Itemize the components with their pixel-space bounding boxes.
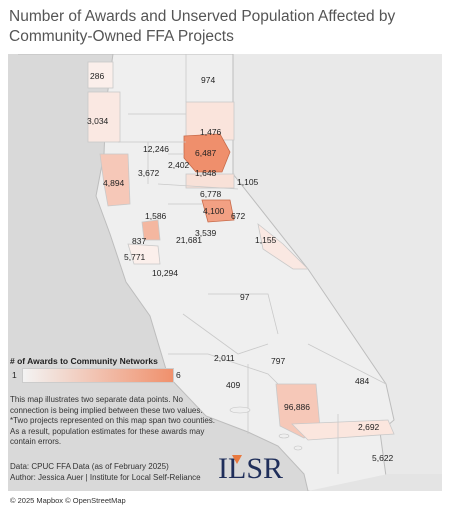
county-label-409: 409 [226,380,240,390]
county-label-2011: 2,011 [214,353,235,363]
ilsr-logo-text: ILSR [218,452,283,485]
county-label-6778: 6,778 [200,189,222,199]
county-shape-1586 [141,219,161,241]
county-label-484: 484 [355,376,369,386]
county-label-21681: 21,681 [176,235,202,245]
county-label-1105: 1,105 [237,177,259,187]
county-shape-10294 [127,243,161,265]
county-labels: 286 974 3,034 1,476 12,246 6,487 3,672 2… [87,71,394,463]
county-label-96886: 96,886 [284,402,310,412]
county-label-10294: 10,294 [152,268,178,278]
county-label-3539: 3,539 [195,228,217,238]
county-label-672: 672 [231,211,245,221]
legend-title: # of Awards to Community Networks [10,356,158,366]
map-credit: © 2025 Mapbox © OpenStreetMap [10,496,126,505]
county-boundaries [118,54,387,474]
county-label-797: 797 [271,356,285,366]
county-label-1155: 1,155 [255,235,277,245]
county-label-1648: 1,648 [195,168,217,178]
county-label-1476: 1,476 [200,127,222,137]
county-label-97: 97 [240,292,250,302]
county-shapes [87,61,395,441]
neighbor-land [233,54,442,491]
county-shape-2692 [291,419,395,441]
county-shape-6487 [183,133,231,173]
author-credit: Author: Jessica Auer | Institute for Loc… [10,472,201,482]
county-shape-286 [87,61,114,89]
county-shape-1648 [185,173,235,189]
county-label-3034: 3,034 [87,116,109,126]
map-note: This map illustrates two separate data p… [10,395,215,446]
county-shape-4894 [99,153,131,207]
county-shape-3034 [87,91,121,143]
county-label-974: 974 [201,75,215,85]
county-label-12246: 12,246 [143,144,169,154]
county-label-2402: 2,402 [168,160,190,170]
county-label-5622: 5,622 [372,453,394,463]
california-map[interactable]: 286 974 3,034 1,476 12,246 6,487 3,672 2… [8,54,442,491]
data-source: Data: CPUC FFA Data (as of February 2025… [10,462,169,471]
county-label-837: 837 [132,236,146,246]
map-title: Number of Awards and Unserved Population… [9,8,396,45]
legend-color-ramp [22,368,174,383]
county-label-5771: 5,771 [124,252,146,262]
county-label-3672: 3,672 [138,168,160,178]
county-shape-4100 [201,199,235,223]
county-shape-1155 [257,223,309,270]
channel-islands [229,406,303,451]
legend-max-value: 6 [176,370,181,380]
county-label-1586: 1,586 [145,211,167,221]
county-label-286: 286 [90,71,104,81]
source-block: Data: CPUC FFA Data (as of February 2025… [10,462,270,483]
county-label-2692: 2,692 [358,422,380,432]
county-label-4100: 4,100 [203,206,225,216]
ilsr-logo: ILSR [216,449,296,485]
county-shape-1476 [185,101,235,141]
legend-min-value: 1 [12,370,17,380]
county-label-6487: 6,487 [195,148,217,158]
county-label-4894: 4,894 [103,178,125,188]
